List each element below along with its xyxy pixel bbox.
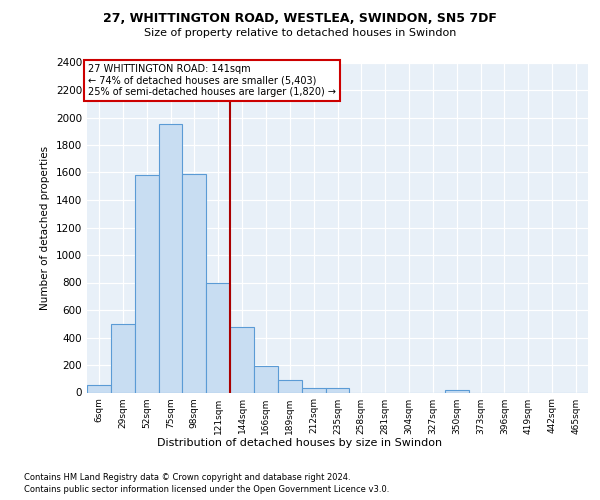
Text: Contains HM Land Registry data © Crown copyright and database right 2024.: Contains HM Land Registry data © Crown c… — [24, 472, 350, 482]
Bar — [182, 174, 206, 392]
Bar — [158, 124, 182, 392]
Bar — [87, 385, 111, 392]
Bar — [326, 388, 349, 392]
Text: Distribution of detached houses by size in Swindon: Distribution of detached houses by size … — [157, 438, 443, 448]
Text: 27 WHITTINGTON ROAD: 141sqm
← 74% of detached houses are smaller (5,403)
25% of : 27 WHITTINGTON ROAD: 141sqm ← 74% of det… — [88, 64, 336, 97]
Text: 27, WHITTINGTON ROAD, WESTLEA, SWINDON, SN5 7DF: 27, WHITTINGTON ROAD, WESTLEA, SWINDON, … — [103, 12, 497, 26]
Y-axis label: Number of detached properties: Number of detached properties — [40, 146, 50, 310]
Text: Contains public sector information licensed under the Open Government Licence v3: Contains public sector information licen… — [24, 485, 389, 494]
Bar — [206, 282, 230, 393]
Bar — [254, 366, 278, 392]
Bar — [278, 380, 302, 392]
Bar — [111, 324, 135, 392]
Text: Size of property relative to detached houses in Swindon: Size of property relative to detached ho… — [144, 28, 456, 38]
Bar — [302, 388, 326, 392]
Bar — [135, 176, 158, 392]
Bar — [230, 327, 254, 392]
Bar — [445, 390, 469, 392]
